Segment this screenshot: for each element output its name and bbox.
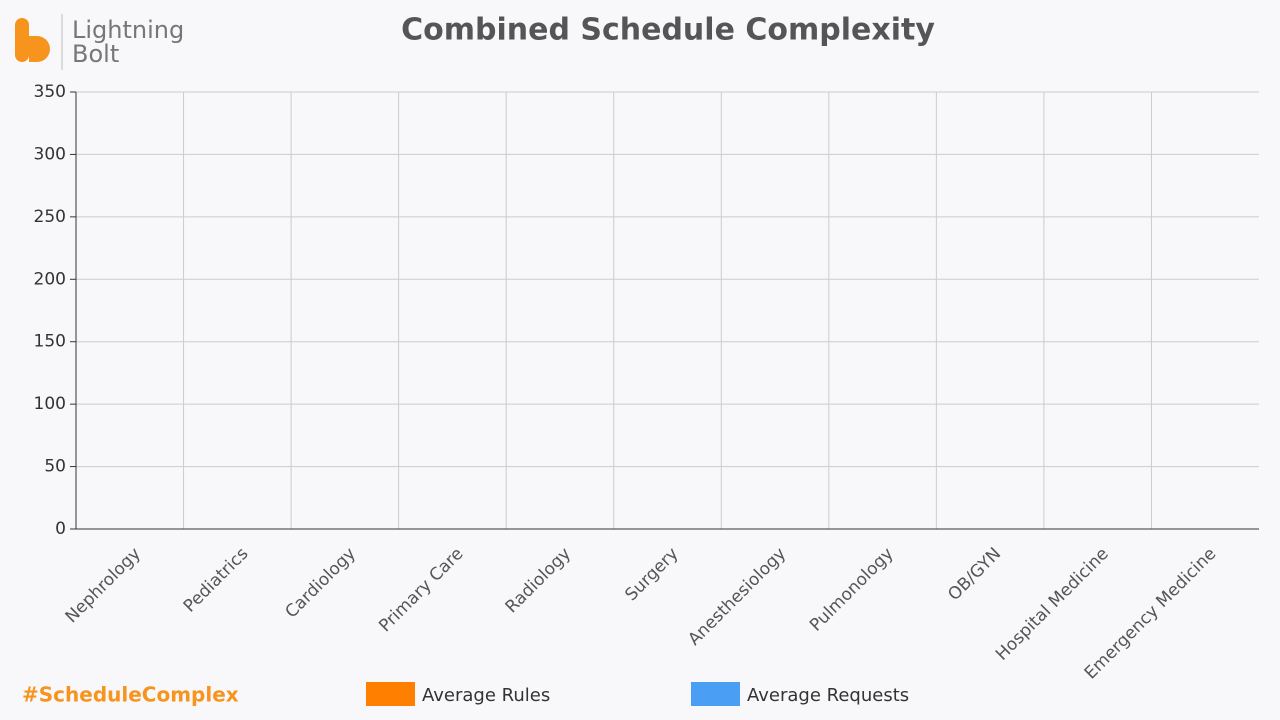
x-tick-label: Cardiology xyxy=(282,544,360,622)
logo-shape xyxy=(29,36,50,62)
y-tick-label: 100 xyxy=(34,394,66,414)
logo-text: Bolt xyxy=(72,40,119,68)
legend-swatch xyxy=(366,682,415,706)
x-tick-label: OB/GYN xyxy=(944,544,1005,605)
x-tick-label: Hospital Medicine xyxy=(992,544,1113,665)
y-tick-label: 150 xyxy=(34,332,66,352)
y-tick-label: 0 xyxy=(55,519,66,539)
y-tick-label: 250 xyxy=(34,207,66,227)
legend-label: Average Requests xyxy=(747,685,909,706)
legend-label: Average Rules xyxy=(422,685,550,706)
hashtag: #ScheduleComplex xyxy=(22,683,239,707)
logo-text: Lightning xyxy=(72,16,184,44)
y-tick-label: 350 xyxy=(34,82,66,102)
chart-title: Combined Schedule Complexity xyxy=(401,13,935,48)
x-tick-label: Anesthesiology xyxy=(684,544,790,650)
x-tick-label: Pulmonology xyxy=(806,544,898,636)
logo-shape xyxy=(15,18,29,62)
x-tick-label: Pediatrics xyxy=(180,544,253,617)
x-tick-label: Surgery xyxy=(621,544,682,605)
x-tick-label: Radiology xyxy=(502,544,575,617)
legend-swatch xyxy=(691,682,740,706)
logo-icon xyxy=(15,14,63,70)
y-tick-label: 200 xyxy=(34,269,66,289)
y-tick-label: 300 xyxy=(34,144,66,164)
y-tick-label: 50 xyxy=(44,457,66,477)
x-tick-label: Primary Care xyxy=(375,544,467,636)
x-tick-label: Nephrology xyxy=(62,544,145,627)
